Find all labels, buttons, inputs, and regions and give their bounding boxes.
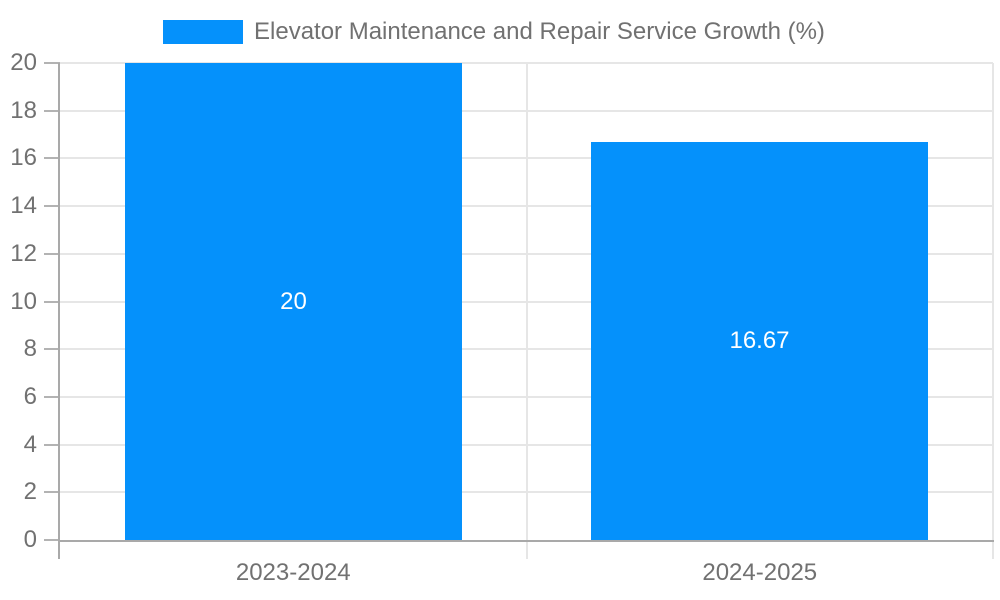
y-axis-tick: [44, 252, 60, 255]
legend-label: Elevator Maintenance and Repair Service …: [254, 18, 825, 45]
bar-value-label: 16.67: [729, 327, 790, 355]
y-axis-tick-label: 2: [23, 478, 37, 506]
x-axis-category-label: 2023-2024: [235, 559, 351, 586]
chart-legend[interactable]: Elevator Maintenance and Repair Service …: [163, 20, 825, 44]
y-axis-tick: [44, 539, 60, 541]
y-axis-tick-label: 4: [23, 430, 37, 458]
y-axis-tick-label: 20: [10, 49, 37, 76]
x-axis-category-label: 2024-2025: [702, 559, 818, 586]
y-axis-tick-label: 0: [23, 526, 37, 553]
bar-value-label: 20: [280, 287, 307, 315]
y-axis-tick: [44, 62, 60, 64]
y-axis-tick-label: 10: [10, 287, 37, 315]
x-axis-line: [58, 540, 994, 542]
y-axis-line: [58, 63, 60, 559]
y-axis-tick-label: 14: [10, 192, 37, 220]
bar[interactable]: 16.67: [591, 142, 928, 540]
y-axis-tick-label: 16: [10, 144, 37, 172]
legend-swatch: [163, 20, 243, 44]
plot-right-border: [992, 63, 994, 559]
y-axis-tick-label: 18: [10, 96, 37, 124]
y-axis-tick-label: 6: [23, 382, 37, 410]
category-divider-line: [525, 63, 528, 559]
plot-area: 0 2 4 6 8 10 12 14 16 18 20 20 16.67 2023-2024 2024-20…: [10, 49, 994, 586]
y-axis-tick: [44, 443, 60, 446]
y-axis-tick: [44, 109, 60, 112]
y-axis-tick-label: 12: [10, 239, 37, 267]
y-axis-tick: [44, 300, 60, 303]
y-axis-tick: [44, 395, 60, 398]
y-axis-tick: [44, 157, 60, 160]
bar[interactable]: 20: [125, 63, 462, 540]
y-axis-tick-label: 8: [23, 335, 37, 363]
y-axis-tick: [44, 348, 60, 351]
y-axis-tick: [44, 205, 60, 208]
y-axis-tick: [44, 491, 60, 494]
